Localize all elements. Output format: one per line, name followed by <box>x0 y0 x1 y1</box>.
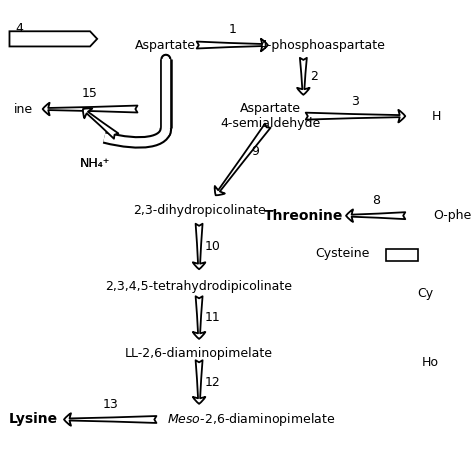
Text: 1: 1 <box>228 24 236 36</box>
Text: H: H <box>431 109 441 123</box>
Text: Threonine: Threonine <box>264 209 343 223</box>
Text: 12: 12 <box>204 375 220 389</box>
Polygon shape <box>386 249 418 261</box>
Text: 2,3,4,5-tetrahydrodipicolinate: 2,3,4,5-tetrahydrodipicolinate <box>106 280 292 293</box>
Text: 3: 3 <box>352 95 359 108</box>
Text: 10: 10 <box>204 240 220 253</box>
Text: NH₄⁺: NH₄⁺ <box>80 157 110 170</box>
Text: ine: ine <box>14 102 33 116</box>
Text: 11: 11 <box>204 311 220 324</box>
Text: O-phe: O-phe <box>434 209 472 222</box>
Text: Lysine: Lysine <box>9 412 58 427</box>
Text: 2: 2 <box>310 70 318 83</box>
Text: Cy: Cy <box>417 287 433 301</box>
Text: 13: 13 <box>102 398 118 411</box>
Text: 9: 9 <box>251 145 259 158</box>
Text: $\it{Meso}$-2,6-diaminopimelate: $\it{Meso}$-2,6-diaminopimelate <box>167 411 335 428</box>
Polygon shape <box>9 31 97 46</box>
Text: NH₄⁺: NH₄⁺ <box>80 157 110 170</box>
Text: 15: 15 <box>82 88 98 100</box>
Text: LL-2,6-diaminopimelate: LL-2,6-diaminopimelate <box>125 346 273 360</box>
Text: 4: 4 <box>15 22 23 35</box>
Text: Cysteine: Cysteine <box>315 247 370 260</box>
Text: 8: 8 <box>372 194 380 207</box>
Text: Ho: Ho <box>422 356 439 369</box>
Text: 4-phosphoaspartate: 4-phosphoaspartate <box>259 38 385 52</box>
Text: Aspartate: Aspartate <box>136 38 196 52</box>
Text: 2,3-dihydropicolinate: 2,3-dihydropicolinate <box>133 204 265 218</box>
Text: Aspartate
4-semialdehyde: Aspartate 4-semialdehyde <box>220 102 320 130</box>
